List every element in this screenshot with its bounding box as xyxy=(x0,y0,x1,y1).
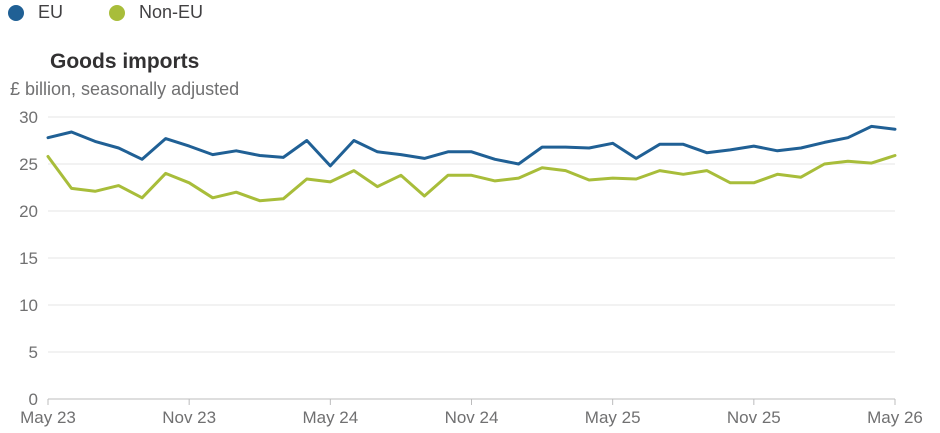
x-tick-label: Nov 25 xyxy=(727,408,781,427)
legend: EU Non-EU xyxy=(8,2,249,23)
x-tick-label: May 26 xyxy=(867,408,923,427)
y-tick-label: 30 xyxy=(19,108,38,127)
y-tick-label: 25 xyxy=(19,155,38,174)
series-line-eu xyxy=(46,124,897,168)
y-tick-label: 5 xyxy=(29,343,38,362)
x-tick-label: May 25 xyxy=(585,408,641,427)
y-tick-label: 0 xyxy=(29,390,38,409)
series-line-non-eu xyxy=(46,154,897,203)
chart-subtitle: £ billion, seasonally adjusted xyxy=(10,79,240,99)
legend-label-eu: EU xyxy=(38,2,64,22)
legend-label-non-eu: Non-EU xyxy=(139,2,204,22)
legend-swatch-non-eu xyxy=(109,4,126,21)
legend-item-non-eu: Non-EU xyxy=(109,2,203,23)
legend-item-eu: EU xyxy=(8,2,63,23)
y-tick-label: 20 xyxy=(19,202,38,221)
x-tick-label: Nov 23 xyxy=(162,408,216,427)
chart-title: Goods imports xyxy=(50,50,200,73)
x-tick-label: May 24 xyxy=(302,408,358,427)
legend-swatch-eu xyxy=(8,4,24,21)
y-tick-label: 15 xyxy=(19,249,38,268)
y-tick-label: 10 xyxy=(19,296,38,315)
x-tick-label: May 23 xyxy=(20,408,76,427)
x-tick-label: Nov 24 xyxy=(445,408,499,427)
